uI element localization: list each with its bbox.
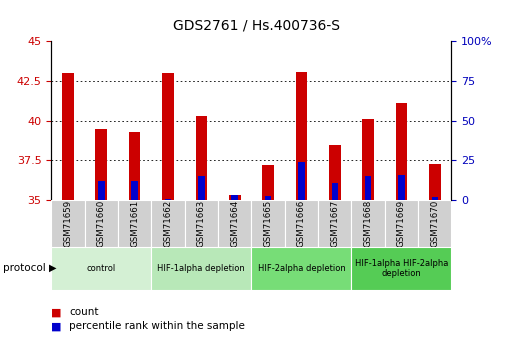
Bar — [329, 145, 341, 200]
Text: ■: ■ — [51, 307, 62, 317]
Text: GSM71664: GSM71664 — [230, 200, 239, 247]
Bar — [318, 200, 351, 247]
Bar — [165, 198, 171, 200]
Bar — [298, 162, 305, 200]
Bar — [95, 129, 107, 200]
Bar — [365, 176, 371, 200]
Text: GSM71669: GSM71669 — [397, 200, 406, 247]
Text: GSM71659: GSM71659 — [64, 200, 72, 247]
Bar — [51, 247, 151, 290]
Bar — [431, 197, 438, 200]
Bar — [195, 116, 207, 200]
Text: percentile rank within the sample: percentile rank within the sample — [69, 321, 245, 331]
Text: protocol: protocol — [4, 263, 46, 273]
Bar — [396, 103, 407, 200]
Bar — [251, 247, 351, 290]
Bar — [265, 196, 271, 200]
Text: GSM71670: GSM71670 — [430, 200, 439, 247]
Text: HIF-2alpha depletion: HIF-2alpha depletion — [258, 264, 345, 273]
Bar — [331, 183, 338, 200]
Bar — [351, 200, 385, 247]
Bar — [51, 200, 85, 247]
Bar — [429, 164, 441, 200]
Bar — [118, 200, 151, 247]
Bar — [398, 175, 405, 200]
Text: ▶: ▶ — [49, 263, 56, 273]
Text: GSM71665: GSM71665 — [264, 200, 272, 247]
Text: HIF-1alpha HIF-2alpha
depletion: HIF-1alpha HIF-2alpha depletion — [354, 258, 448, 278]
Text: GSM71668: GSM71668 — [364, 200, 372, 247]
Text: GSM71667: GSM71667 — [330, 200, 339, 247]
Bar — [198, 176, 205, 200]
Bar — [131, 181, 138, 200]
Text: GSM71662: GSM71662 — [164, 200, 172, 247]
Bar — [62, 73, 74, 200]
Text: control: control — [87, 264, 116, 273]
Text: GSM71666: GSM71666 — [297, 200, 306, 247]
Bar — [231, 195, 238, 200]
Bar — [418, 200, 451, 247]
Text: count: count — [69, 307, 99, 317]
Text: GSM71660: GSM71660 — [97, 200, 106, 247]
Bar — [185, 200, 218, 247]
Bar — [129, 132, 141, 200]
Bar — [385, 200, 418, 247]
Bar — [362, 119, 374, 200]
Bar — [85, 200, 118, 247]
Bar — [351, 247, 451, 290]
Bar — [98, 181, 105, 200]
Bar — [251, 200, 285, 247]
Bar — [151, 247, 251, 290]
Bar — [162, 73, 174, 200]
Text: GSM71663: GSM71663 — [197, 200, 206, 247]
Bar — [262, 165, 274, 200]
Text: GDS2761 / Hs.400736-S: GDS2761 / Hs.400736-S — [173, 19, 340, 33]
Bar — [218, 200, 251, 247]
Text: HIF-1alpha depletion: HIF-1alpha depletion — [157, 264, 245, 273]
Bar — [285, 200, 318, 247]
Bar — [229, 195, 241, 200]
Bar — [151, 200, 185, 247]
Text: GSM71661: GSM71661 — [130, 200, 139, 247]
Text: ■: ■ — [51, 321, 62, 331]
Bar — [295, 71, 307, 200]
